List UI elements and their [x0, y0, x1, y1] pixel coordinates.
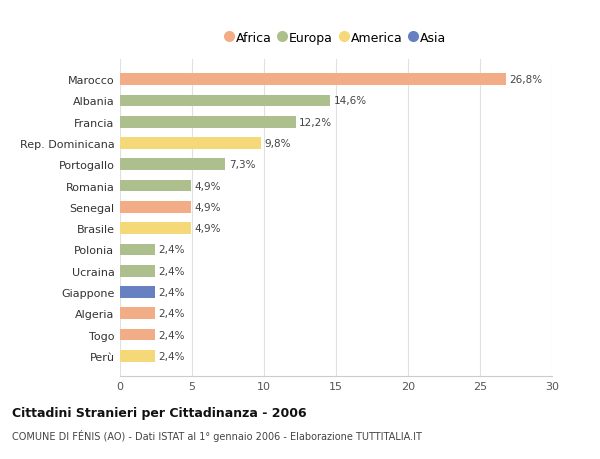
Bar	[120, 308, 155, 319]
Text: 2,4%: 2,4%	[158, 351, 185, 361]
Bar	[120, 244, 155, 256]
Text: 2,4%: 2,4%	[158, 308, 185, 319]
Bar	[120, 180, 191, 192]
Bar	[120, 350, 155, 362]
Bar	[120, 74, 506, 86]
Text: 4,9%: 4,9%	[194, 181, 221, 191]
Bar	[120, 223, 191, 235]
Text: 2,4%: 2,4%	[158, 245, 185, 255]
Legend: Africa, Europa, America, Asia: Africa, Europa, America, Asia	[222, 28, 450, 48]
Text: 26,8%: 26,8%	[509, 75, 542, 85]
Bar	[120, 329, 155, 341]
Bar	[120, 202, 191, 213]
Bar	[120, 286, 155, 298]
Text: 9,8%: 9,8%	[265, 139, 291, 149]
Text: 2,4%: 2,4%	[158, 330, 185, 340]
Text: 12,2%: 12,2%	[299, 118, 332, 128]
Text: 2,4%: 2,4%	[158, 287, 185, 297]
Text: 14,6%: 14,6%	[334, 96, 367, 106]
Bar	[120, 117, 296, 128]
Bar	[120, 265, 155, 277]
Text: 2,4%: 2,4%	[158, 266, 185, 276]
Text: 7,3%: 7,3%	[229, 160, 255, 170]
Bar	[120, 95, 330, 107]
Bar	[120, 138, 261, 150]
Text: 4,9%: 4,9%	[194, 224, 221, 234]
Text: 4,9%: 4,9%	[194, 202, 221, 213]
Text: Cittadini Stranieri per Cittadinanza - 2006: Cittadini Stranieri per Cittadinanza - 2…	[12, 406, 307, 419]
Bar	[120, 159, 225, 171]
Text: COMUNE DI FÉNIS (AO) - Dati ISTAT al 1° gennaio 2006 - Elaborazione TUTTITALIA.I: COMUNE DI FÉNIS (AO) - Dati ISTAT al 1° …	[12, 429, 422, 441]
